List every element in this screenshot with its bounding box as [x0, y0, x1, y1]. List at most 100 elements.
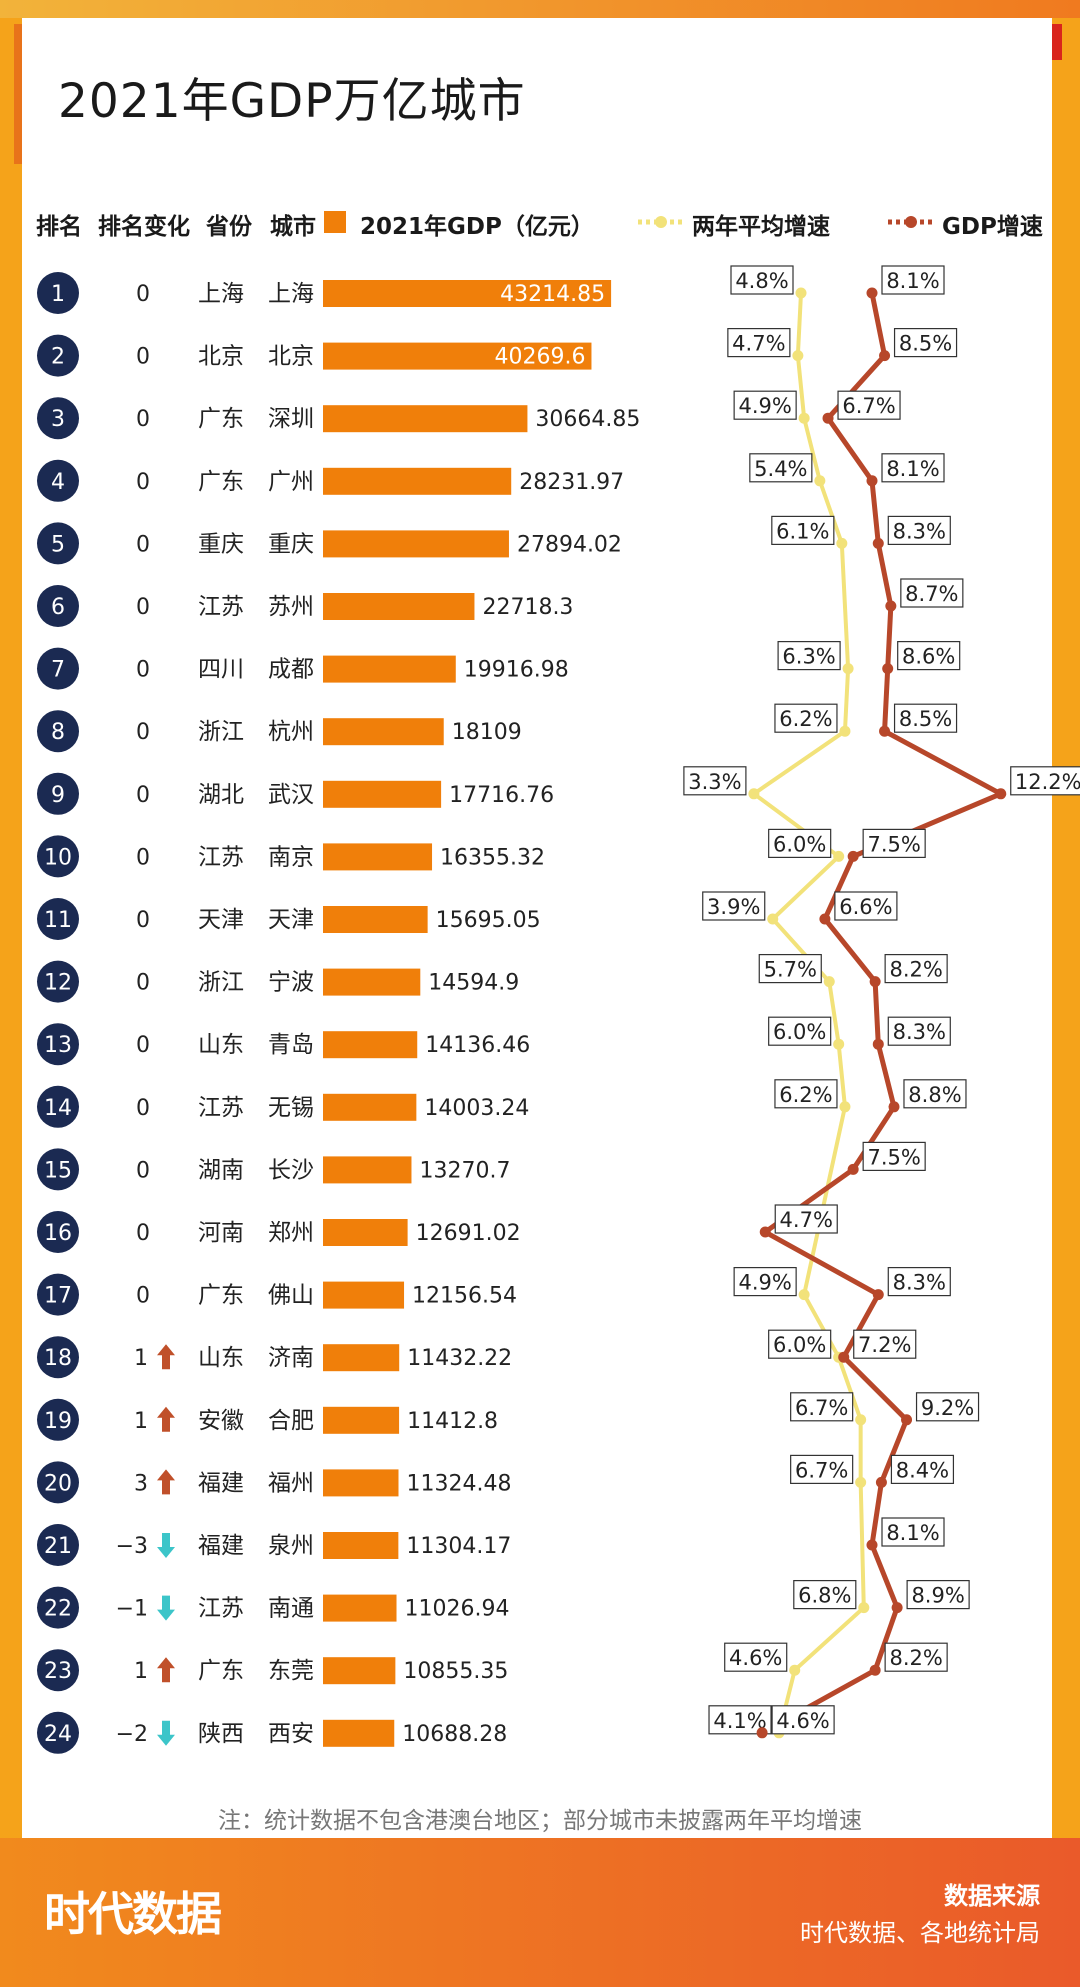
- gdp-bar: [323, 530, 509, 558]
- growth-label-box: [683, 766, 747, 796]
- growth-label-box: [730, 265, 794, 295]
- legend-gdp-swatch: [324, 211, 346, 233]
- province-label: 广东: [198, 469, 244, 495]
- legend-avg-marker: [638, 216, 684, 228]
- gdp-growth-label: 8.8%: [908, 1083, 961, 1107]
- growth-label-box: [903, 1079, 967, 1109]
- gdp-value-label: 11304.17: [406, 1534, 511, 1559]
- growth-label-box: [881, 265, 945, 295]
- avg-growth-label: 4.1%: [713, 1709, 766, 1733]
- city-label: 宁波: [268, 970, 314, 996]
- gdp-bar: [323, 1532, 399, 1559]
- rank-badge: [37, 1148, 79, 1191]
- gdp-bar: [323, 1344, 400, 1372]
- rank-change-value: 0: [136, 1284, 150, 1309]
- city-label: 北京: [268, 344, 314, 370]
- gdp-value-label: 14003.24: [424, 1096, 529, 1121]
- gdp-bar: [323, 1281, 405, 1309]
- province-label: 江苏: [198, 1095, 244, 1121]
- gdp-growth-label: 8.1%: [886, 457, 939, 481]
- rank-number: 2: [51, 345, 65, 370]
- rank-number: 15: [44, 1158, 72, 1183]
- gdp-growth-label: 8.5%: [899, 707, 952, 731]
- gdp-bar: [323, 280, 612, 307]
- avg-growth-label: 6.7%: [795, 1458, 848, 1482]
- gdp-growth-point: [756, 1727, 768, 1739]
- province-label: 重庆: [198, 531, 244, 557]
- city-label: 武汉: [268, 782, 314, 808]
- header-gdp: 2021年GDP（亿元）: [360, 214, 594, 240]
- gdp-bar: [323, 968, 421, 996]
- gdp-value-label: 28231.97: [519, 470, 624, 495]
- avg-growth-point: [839, 725, 851, 737]
- gdp-growth-point: [847, 1163, 859, 1175]
- rank-up-arrow-icon: [157, 1344, 175, 1370]
- content-panel: [22, 18, 1052, 1838]
- province-label: 江苏: [198, 1596, 244, 1622]
- rank-change-value: 0: [136, 532, 150, 557]
- gdp-value-label: 43214.85: [500, 282, 605, 307]
- rank-change-value: 0: [136, 971, 150, 996]
- avg-growth-label: 6.0%: [773, 1020, 826, 1044]
- avg-growth-point: [795, 287, 807, 299]
- gdp-growth-label: 8.2%: [889, 1646, 942, 1670]
- avg-growth-point: [798, 412, 810, 424]
- growth-label-box: [862, 1141, 926, 1172]
- gdp-bar: [323, 906, 428, 933]
- rank-number: 17: [44, 1284, 72, 1309]
- gdp-growth-label: 6.6%: [839, 895, 892, 919]
- growth-label-box: [881, 453, 945, 483]
- rank-down-arrow-icon: [157, 1720, 175, 1746]
- growth-label-box: [890, 1454, 955, 1485]
- gdp-growth-label: 12.2%: [1015, 770, 1080, 794]
- avg-growth-label: 6.0%: [773, 1333, 826, 1357]
- gdp-growth-point: [847, 850, 859, 862]
- gdp-growth-label: 4.7%: [780, 1208, 833, 1232]
- legend-gdp-growth-marker: [888, 216, 934, 228]
- rank-badge: [37, 1398, 79, 1441]
- rank-number: 13: [44, 1033, 72, 1058]
- gdp-growth-label: 8.1%: [886, 1521, 939, 1545]
- growth-label-box: [893, 703, 958, 733]
- rank-badge: [37, 1273, 79, 1316]
- gdp-growth-label: 8.7%: [905, 582, 958, 606]
- avg-growth-line: [750, 292, 866, 1734]
- growth-label-box: [774, 1079, 838, 1109]
- gdp-value-label: 10688.28: [402, 1722, 507, 1747]
- gdp-growth-point: [759, 1226, 771, 1238]
- gdp-growth-point: [866, 287, 878, 299]
- rank-badge: [37, 647, 79, 690]
- avg-growth-label: 6.2%: [779, 707, 832, 731]
- gdp-bar: [323, 1719, 395, 1747]
- rank-number: 5: [51, 532, 65, 557]
- rank-change-value: 1: [134, 1409, 148, 1434]
- growth-label-box: [887, 1266, 951, 1297]
- growth-label-box: [887, 1016, 951, 1046]
- city-label: 上海: [268, 281, 314, 307]
- growth-label-box: [727, 328, 791, 358]
- growth-label-box: [887, 515, 951, 546]
- gdp-value-label: 15695.05: [436, 908, 541, 933]
- city-label: 南通: [268, 1596, 314, 1622]
- avg-growth-label: 6.8%: [798, 1584, 851, 1608]
- growth-label-box: [768, 828, 832, 859]
- growth-label-box: [906, 1579, 970, 1610]
- gdp-value-label: 11412.8: [407, 1409, 498, 1434]
- province-label: 陕西: [198, 1721, 244, 1747]
- province-label: 天津: [198, 907, 244, 933]
- gdp-growth-label: 4.6%: [776, 1709, 829, 1733]
- avg-growth-point: [833, 1038, 845, 1050]
- gdp-value-label: 14594.9: [428, 971, 519, 996]
- rank-change-value: 0: [136, 595, 150, 620]
- growth-label-box: [881, 1517, 945, 1547]
- gdp-value-label: 19916.98: [464, 658, 569, 683]
- growth-label-box: [768, 1016, 832, 1046]
- gdp-bar: [323, 405, 528, 433]
- gdp-bar: [323, 1156, 412, 1184]
- growth-label-box: [790, 1454, 854, 1485]
- gdp-chart: 1 0 上海 上海 43214.852 0 北京 北京 40269.63 0 广东 深圳 30664.8…: [37, 265, 1080, 1754]
- rank-number: 8: [51, 720, 65, 745]
- brand-logo: 时代数据: [44, 1887, 222, 1941]
- avg-growth-label: 5.4%: [754, 457, 807, 481]
- rank-badge: [37, 772, 79, 815]
